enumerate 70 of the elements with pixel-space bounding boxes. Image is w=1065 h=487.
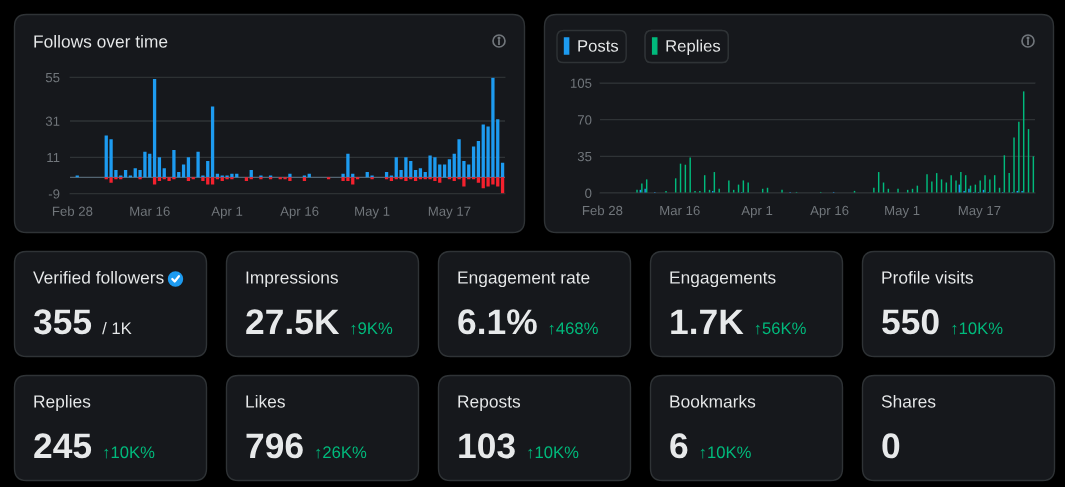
x-tick-label: Apr 1 xyxy=(741,205,773,218)
text: Shares xyxy=(881,394,936,408)
y-tick-label: 55 xyxy=(45,73,60,83)
text: Bookmarks xyxy=(670,394,756,408)
bar xyxy=(413,177,418,181)
x-tick-label: Apr 16 xyxy=(280,206,319,219)
text: Profile visits xyxy=(882,270,973,284)
text: Impressions xyxy=(246,270,338,288)
text: ↑9K% xyxy=(351,322,393,335)
bar xyxy=(418,168,423,178)
bar xyxy=(157,177,162,181)
bar xyxy=(210,177,215,185)
x-tick-label: May 17 xyxy=(958,205,1001,218)
bar xyxy=(157,157,162,178)
y-tick-label: 0 xyxy=(585,188,592,198)
y-tick-label: 35 xyxy=(577,151,592,162)
text: 1.7K xyxy=(671,309,744,334)
bar xyxy=(186,157,191,178)
x-tick-label: May 17 xyxy=(428,206,471,219)
text: 103 xyxy=(459,433,515,459)
text: 0 xyxy=(882,433,900,459)
text: 796 xyxy=(246,433,303,459)
text: Likes xyxy=(246,394,285,408)
text: 6 xyxy=(670,433,688,459)
text: ↑10K% xyxy=(104,446,155,459)
text: Reposts xyxy=(458,395,521,412)
text: 6.1% xyxy=(458,309,537,335)
bar xyxy=(476,177,481,183)
text: ↑26K% xyxy=(316,446,367,459)
text: 27.5K xyxy=(246,309,340,335)
text: / 1K xyxy=(102,321,132,335)
bar xyxy=(476,140,481,178)
bar xyxy=(244,177,249,181)
x-tick-label: Apr 1 xyxy=(211,206,243,219)
y-tick-label: 70 xyxy=(577,115,592,125)
text: ↑56K% xyxy=(755,322,806,335)
x-tick-label: May 1 xyxy=(355,206,390,219)
bar xyxy=(447,159,452,178)
x-tick-label: May 1 xyxy=(885,205,920,218)
text: ↑10K% xyxy=(700,446,751,459)
legend-label: Posts xyxy=(578,40,619,52)
bar xyxy=(288,173,292,178)
y-tick-label: 105 xyxy=(570,78,592,88)
text: 550 xyxy=(882,309,939,335)
text: 245 xyxy=(34,433,92,459)
y-tick-label: 31 xyxy=(45,116,60,126)
y-tick-label: -9 xyxy=(48,189,60,199)
bar xyxy=(186,177,191,181)
y-tick-label: 11 xyxy=(47,153,60,163)
chart-title: Follows over time xyxy=(34,34,168,48)
bar xyxy=(210,106,215,178)
text: Replies xyxy=(34,394,91,412)
text: Engagement rate xyxy=(458,271,590,288)
bar xyxy=(152,79,157,178)
text: Verified followers xyxy=(33,270,164,284)
x-tick-label: Mar 16 xyxy=(130,206,170,216)
text: ↑10K% xyxy=(952,322,1003,335)
x-tick-label: Mar 16 xyxy=(660,205,700,216)
bar xyxy=(162,168,166,178)
x-tick-label: Feb 28 xyxy=(582,205,623,216)
bar xyxy=(471,146,476,178)
bar xyxy=(172,150,176,178)
text: ↑10K% xyxy=(528,446,579,459)
legend-label: Replies xyxy=(666,39,721,56)
text: 355 xyxy=(33,309,92,335)
x-tick-label: Feb 28 xyxy=(52,206,93,216)
text: Engagements xyxy=(670,271,776,288)
text: ↑468% xyxy=(549,322,598,335)
bar xyxy=(152,177,157,185)
x-tick-label: Apr 16 xyxy=(810,205,849,218)
